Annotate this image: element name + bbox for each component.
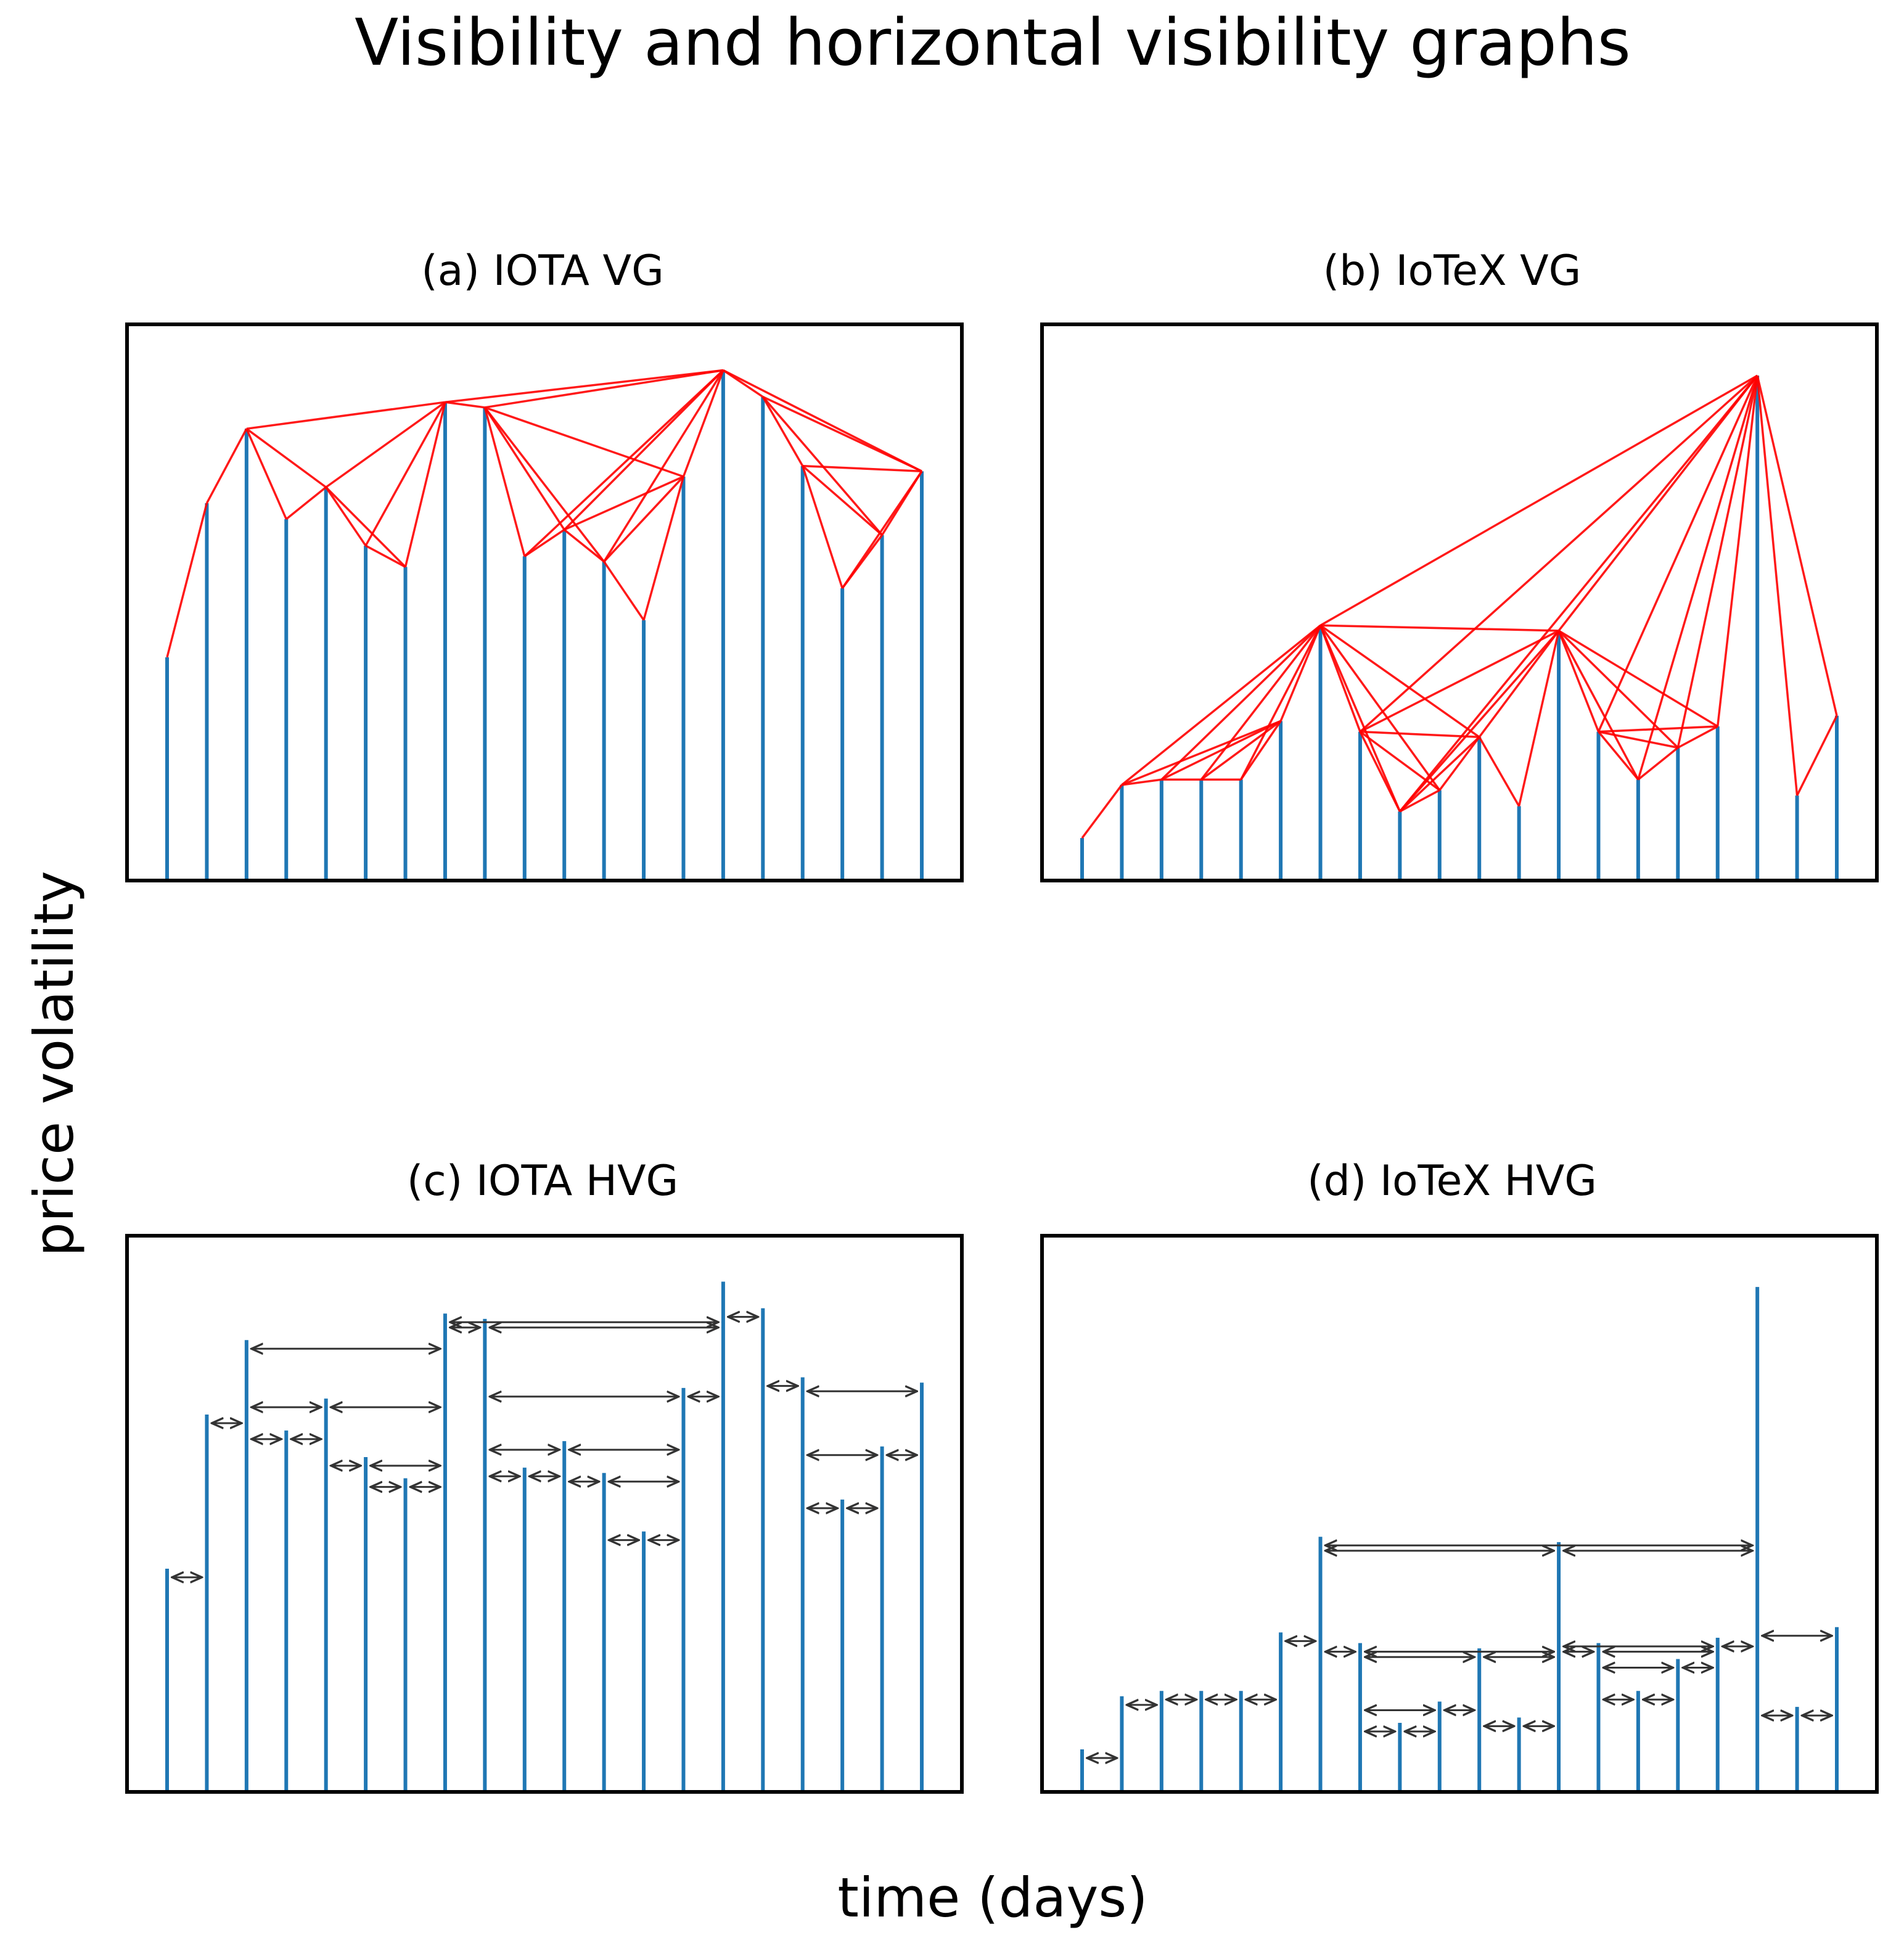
panel-title: (b) IoTeX VG [1323,247,1582,295]
vg-edge-14-15 [682,369,724,477]
vg-edge-7-13 [1320,624,1559,632]
vg-edge-1-2 [1081,784,1123,839]
vg-edge-11-15 [563,369,724,531]
vg-edge-14-15 [1598,731,1639,781]
vg-edge-12-13 [1517,630,1560,807]
vg-edge-3-6 [1161,720,1281,781]
panel-d-iotex-hvg: (d) IoTeX HVG [1040,1157,1879,1794]
panel-a-iota-vg: (a) IOTA VG [125,247,964,882]
vg-edge-9-18 [1399,374,1758,813]
panel-title: (d) IoTeX HVG [1307,1157,1597,1206]
vg-edge-3-4 [245,428,287,520]
vg-edge-9-13 [1399,630,1560,813]
vg-edge-14-16 [1598,730,1678,749]
vg-edge-5-6 [325,487,367,546]
vg-edge-2-3 [205,428,248,504]
vg-edge-8-18 [1359,374,1758,733]
vg-edge-4-7 [1200,625,1321,781]
vg-edge-13-17 [1558,630,1718,728]
vg-edge-11-14 [564,475,684,531]
panel-frame [1040,1234,1879,1794]
panel-title: (a) IOTA VG [421,247,664,295]
vg-edge-16-17 [1677,725,1718,749]
vg-edge-15-16 [1637,747,1679,781]
vg-edge-17-18 [802,466,843,589]
vg-edge-8-15 [445,369,724,403]
panel-frame [125,1234,964,1794]
vg-edge-15-20 [723,369,922,472]
vg-edge-6-8 [364,401,446,546]
vg-edge-17-20 [802,464,922,473]
panel-b-iotex-vg: (b) IoTeX VG [1040,247,1879,882]
panel-title: (c) IOTA HVG [407,1157,678,1206]
vg-edge-9-11 [1399,736,1480,813]
vg-edge-9-10 [483,407,526,557]
vg-edge-10-11 [1438,736,1480,791]
vg-edge-5-7 [325,486,406,568]
vg-edge-16-18 [1676,375,1758,748]
vg-edge-9-10 [1399,789,1440,813]
vg-edge-9-12 [483,406,605,562]
vg-edge-9-14 [484,406,684,478]
vg-edge-7-8 [404,401,446,567]
panel-c-iota-hvg: (c) IOTA HVG [125,1157,964,1794]
vg-edge-13-14 [1557,630,1600,733]
vg-edge-14-17 [1598,725,1718,733]
vg-edge-7-9 [1319,625,1401,812]
vg-edge-7-18 [1319,374,1758,626]
vg-edge-17-19 [802,465,883,536]
y-axis-label: price volatility [22,871,86,1257]
vg-edge-18-20 [1756,375,1838,717]
vg-edge-6-7 [1279,625,1322,722]
vg-edge-16-20 [762,395,922,472]
vg-edge-19-20 [1796,715,1838,796]
vg-edge-17-18 [1716,375,1758,727]
vg-edge-8-9 [1359,731,1401,812]
panel-frame [125,322,964,882]
vg-edge-2-7 [1121,624,1321,786]
vg-edge-10-11 [523,528,565,557]
vg-edge-18-19 [1756,375,1799,796]
vg-edge-11-12 [564,528,605,563]
vg-edge-12-13 [603,561,645,621]
vg-edge-3-7 [1160,624,1321,781]
vg-edge-9-11 [483,406,565,531]
vg-edge-6-7 [365,544,406,568]
vg-edge-7-10 [1319,625,1441,791]
vg-edge-8-11 [1360,730,1480,739]
vg-edge-11-13 [1478,630,1560,738]
x-axis-label: time (days) [837,1866,1147,1929]
vg-edge-4-5 [285,486,327,520]
vg-edge-3-8 [246,401,446,430]
vg-edge-15-18 [1637,375,1758,780]
vg-edge-12-14 [603,475,684,562]
vg-edge-13-18 [1557,375,1758,631]
vg-edge-5-8 [325,401,446,488]
vg-edge-2-6 [1121,720,1281,786]
vg-edge-8-9 [445,401,485,409]
vg-edge-5-6 [1240,720,1282,781]
vg-edge-9-15 [485,369,724,409]
vg-edge-5-7 [1240,625,1322,781]
vg-edge-7-11 [1319,624,1480,738]
panel-frame [1040,322,1879,882]
vg-edge-2-3 [1122,778,1162,786]
figure-title: Visibility and horizontal visibility gra… [355,5,1631,80]
vg-edge-8-13 [1360,630,1559,733]
vg-edge-13-15 [1557,630,1639,781]
vg-edge-4-6 [1200,720,1282,781]
vg-edge-10-15 [523,369,724,557]
vg-edge-19-20 [881,470,923,536]
vg-edge-11-12 [1478,736,1520,807]
vg-edge-12-15 [603,369,724,562]
vg-edge-1-2 [166,503,208,658]
vg-edge-14-18 [1597,375,1758,733]
vg-edge-16-17 [761,396,804,467]
vg-edge-3-5 [245,427,327,488]
vg-edge-13-14 [642,476,685,621]
